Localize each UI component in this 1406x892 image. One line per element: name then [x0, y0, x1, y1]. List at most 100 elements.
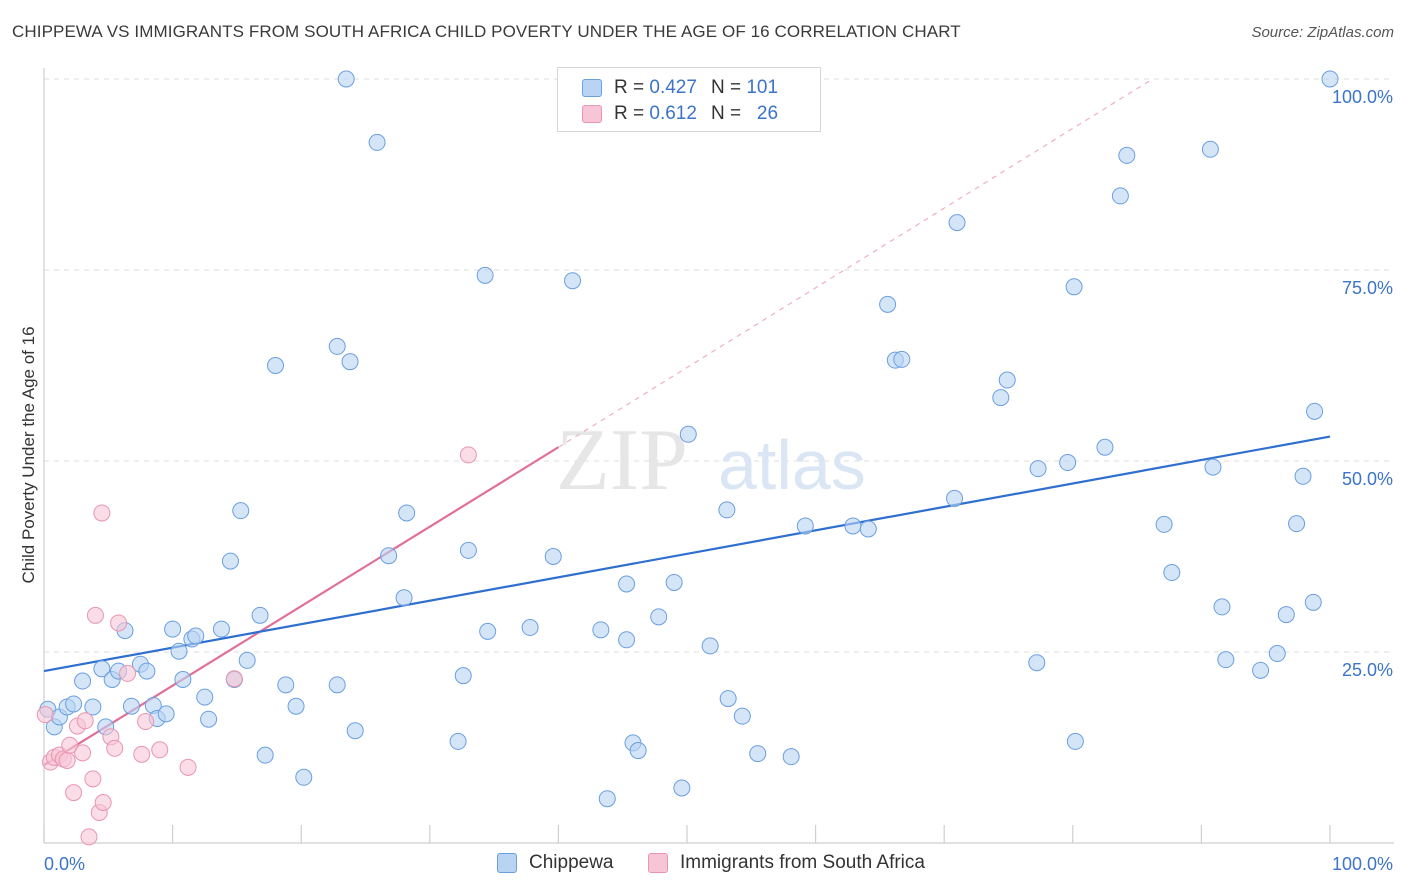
legend-label-chippewa: Chippewa: [529, 852, 614, 873]
chippewa-point: [544, 548, 562, 565]
chippewa-point: [1268, 645, 1286, 663]
chippewa-point: [1065, 278, 1083, 296]
south-africa-point: [459, 446, 477, 464]
axes: [43, 68, 1394, 844]
chippewa-point: [328, 337, 346, 355]
chippewa-point: [74, 672, 92, 690]
legend-r-label: R =: [614, 77, 645, 98]
chippewa-point: [1201, 140, 1219, 158]
swatch-chippewa: [497, 853, 517, 873]
chippewa-point: [337, 70, 355, 88]
south-africa-trend-extension: [558, 78, 1153, 448]
south-africa-trend-line: [43, 446, 559, 767]
legend-r-label: R =: [614, 103, 645, 124]
chippewa-point: [673, 779, 691, 797]
south-africa-point: [65, 784, 83, 802]
chippewa-point: [449, 732, 467, 750]
chippewa-point: [1111, 187, 1129, 205]
chippewa-point: [346, 722, 364, 740]
south-africa-point: [74, 744, 92, 762]
stats-legend: R = 0.427 N = 101 R = 0.612 N = 26: [557, 67, 821, 132]
chippewa-point: [84, 698, 102, 716]
chippewa-point: [718, 501, 736, 519]
chippewa-point: [844, 517, 862, 535]
chippewa-point: [164, 620, 182, 638]
chippewa-point: [251, 606, 269, 624]
chippewa-point: [679, 425, 697, 443]
chippewa-point: [1294, 467, 1312, 485]
chippewa-point: [174, 671, 192, 689]
chippewa-point: [992, 389, 1010, 407]
legend-n-value: 101: [746, 77, 779, 98]
legend-item-south-africa[interactable]: Immigrants from South Africa: [648, 852, 925, 874]
legend-item-chippewa[interactable]: Chippewa: [497, 852, 614, 874]
south-africa-point: [80, 828, 98, 846]
chippewa-point: [277, 676, 295, 694]
chippewa-point: [459, 541, 477, 559]
chippewa-point: [948, 214, 966, 232]
chippewa-point: [1096, 438, 1114, 456]
chippewa-point: [1288, 515, 1306, 533]
chippewa-point: [287, 697, 305, 715]
chippewa-point: [945, 489, 963, 507]
series-legend: Chippewa Immigrants from South Africa: [0, 852, 1406, 878]
chippewa-point: [295, 768, 313, 786]
chart-title: CHIPPEWA VS IMMIGRANTS FROM SOUTH AFRICA…: [12, 22, 961, 41]
chippewa-point: [701, 637, 719, 655]
south-africa-point: [225, 670, 243, 688]
chippewa-point: [238, 651, 256, 669]
legend-r-value: 0.612: [649, 103, 697, 124]
watermark-zip: ZIP: [556, 412, 688, 509]
chippewa-point: [1118, 146, 1136, 164]
chippewa-point: [398, 504, 416, 522]
y-axis-label: Child Poverty Under the Age of 16: [19, 326, 38, 583]
watermark-atlas: atlas: [718, 426, 866, 504]
chippewa-point: [1321, 70, 1339, 88]
chippewa-point: [782, 748, 800, 766]
chippewa-point: [1213, 598, 1231, 616]
chippewa-trend-line: [43, 435, 1331, 673]
legend-n-value: 26: [756, 103, 779, 124]
chippewa-point: [341, 353, 359, 371]
south-africa-point: [133, 745, 151, 763]
chippewa-point: [232, 502, 250, 520]
chippewa-point: [1204, 458, 1222, 476]
chippewa-point: [395, 589, 413, 607]
y-tick-label: 100.0%: [1332, 87, 1393, 107]
legend-swatch-blue: [582, 79, 602, 97]
south-africa-point: [93, 504, 111, 522]
chippewa-point: [521, 619, 539, 637]
chippewa-point: [266, 357, 284, 374]
chippewa-point: [592, 621, 610, 639]
tick-labels: 25.0% 50.0% 75.0% 100.0% 0.0% 100.0%: [44, 87, 1393, 874]
y-tick-label: 50.0%: [1342, 469, 1393, 489]
chippewa-point: [650, 608, 668, 626]
legend-n-label: N =: [710, 77, 742, 98]
chippewa-point: [618, 575, 636, 593]
south-africa-point: [137, 713, 155, 731]
chippewa-point: [1252, 661, 1270, 679]
south-africa-point: [86, 606, 104, 624]
source-label: Source: ZipAtlas.com: [1251, 24, 1394, 41]
legend-row-chippewa: R = 0.427 N = 101: [582, 76, 778, 100]
south-africa-point: [106, 739, 124, 757]
chippewa-point: [1066, 732, 1084, 750]
chippewa-point: [1028, 654, 1046, 672]
chippewa-point: [719, 690, 737, 708]
chippewa-point: [1304, 593, 1322, 611]
x-tick-label: 100.0%: [1332, 854, 1393, 874]
chippewa-point: [196, 688, 214, 706]
chippewa-point: [998, 371, 1016, 389]
chippewa-point: [1306, 402, 1324, 420]
chippewa-point: [187, 627, 205, 645]
south-africa-point: [119, 664, 137, 682]
south-africa-point: [151, 741, 169, 759]
chippewa-point: [221, 552, 239, 570]
chippewa-point: [479, 622, 497, 640]
legend-label-south-africa: Immigrants from South Africa: [680, 852, 925, 873]
chippewa-point: [212, 620, 230, 638]
chippewa-point: [665, 573, 683, 591]
chippewa-point: [1163, 564, 1181, 582]
grid-lines: [44, 78, 1394, 653]
